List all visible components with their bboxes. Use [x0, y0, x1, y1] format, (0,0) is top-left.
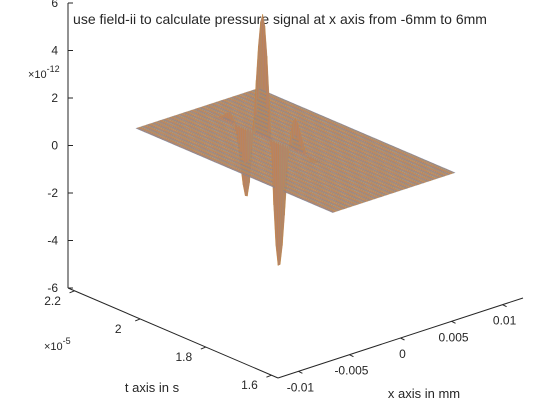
y-tick-mark	[200, 346, 206, 350]
x-tick-mark	[451, 320, 456, 324]
y-tick-mark	[69, 290, 75, 294]
x-tick-mark	[298, 370, 303, 374]
x-tick-mark	[349, 354, 354, 358]
x-tick-mark	[400, 337, 405, 341]
y-tick-mark	[266, 374, 272, 378]
x-tick-mark	[502, 304, 507, 308]
y-axis-line	[67, 287, 279, 379]
axes	[67, 2, 524, 379]
chart-title: use field-ii to calculate pressure signa…	[73, 11, 487, 27]
pressure-surface	[135, 14, 456, 266]
y-tick-mark	[135, 318, 141, 322]
